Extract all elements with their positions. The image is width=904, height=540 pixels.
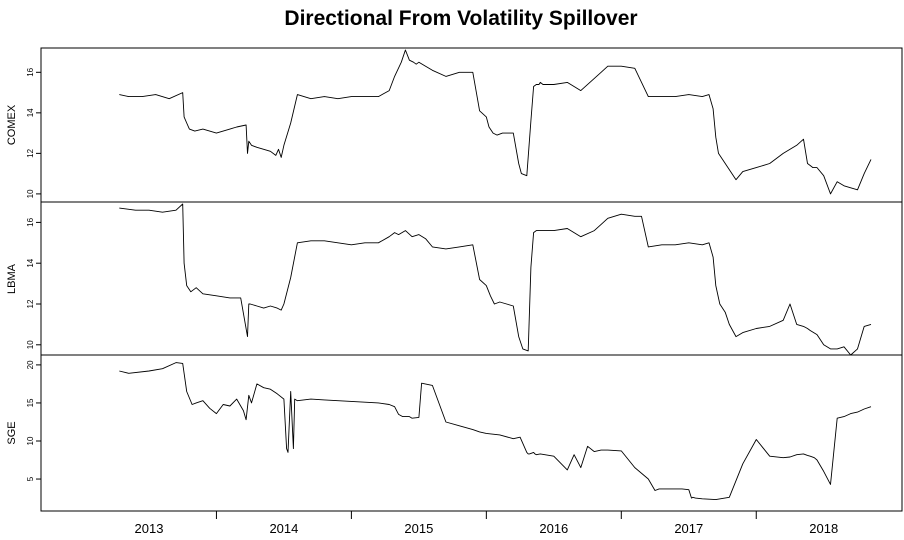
panel-comex-ytick-label: 16 xyxy=(26,67,35,76)
x-axis: 2013 2014 2015 2016 2017 2018 xyxy=(135,511,838,536)
panel-comex-frame xyxy=(40,47,903,203)
panel-sge-y-axis: 5 10 15 20 xyxy=(26,360,41,481)
panel-sge-frame xyxy=(40,354,903,512)
panel-sge-ytick-label: 5 xyxy=(26,476,35,481)
panel-lbma-ytick-label: 16 xyxy=(26,217,35,226)
panel-sge-ytick-label: 10 xyxy=(26,436,35,445)
x-axis-tick-label: 2017 xyxy=(674,521,703,536)
panel-sge: 5 10 15 20 SGE xyxy=(6,354,903,512)
panel-comex-series-line xyxy=(119,49,872,195)
panel-sge-ytick-label: 15 xyxy=(26,398,35,407)
panel-lbma-ytick-label: 12 xyxy=(26,299,35,308)
x-axis-tick-label: 2016 xyxy=(539,521,568,536)
x-axis-tick-label: 2013 xyxy=(135,521,164,536)
panel-comex: 10 12 14 16 COMEX xyxy=(6,47,903,203)
x-axis-tick-label: 2018 xyxy=(809,521,838,536)
panel-lbma-series-line xyxy=(119,203,872,356)
panel-lbma-ytick-label: 10 xyxy=(26,340,35,349)
panel-lbma-frame xyxy=(40,201,903,356)
panel-comex-ytick-label: 14 xyxy=(26,108,35,117)
panel-comex-y-axis: 10 12 14 16 xyxy=(26,67,41,198)
panel-sge-ytick-label: 20 xyxy=(26,360,35,369)
x-axis-tick-label: 2015 xyxy=(404,521,433,536)
panel-sge-series xyxy=(119,362,872,501)
chart-title: Directional From Volatility Spillover xyxy=(284,7,637,30)
panel-lbma-ytick-label: 14 xyxy=(26,258,35,267)
panel-lbma-ylabel: LBMA xyxy=(6,263,18,294)
panel-comex-ytick-label: 12 xyxy=(26,148,35,157)
panel-lbma-y-axis: 10 12 14 16 xyxy=(26,217,41,349)
panel-sge-series-line xyxy=(119,362,872,501)
panel-lbma: 10 12 14 16 LBMA xyxy=(6,201,903,356)
panel-comex-ytick-label: 10 xyxy=(26,189,35,198)
panel-sge-ylabel: SGE xyxy=(6,421,18,444)
panel-lbma-series xyxy=(119,203,872,356)
panel-comex-ylabel: COMEX xyxy=(6,104,18,145)
x-axis-tick-label: 2014 xyxy=(269,521,298,536)
panel-comex-series xyxy=(119,49,872,195)
